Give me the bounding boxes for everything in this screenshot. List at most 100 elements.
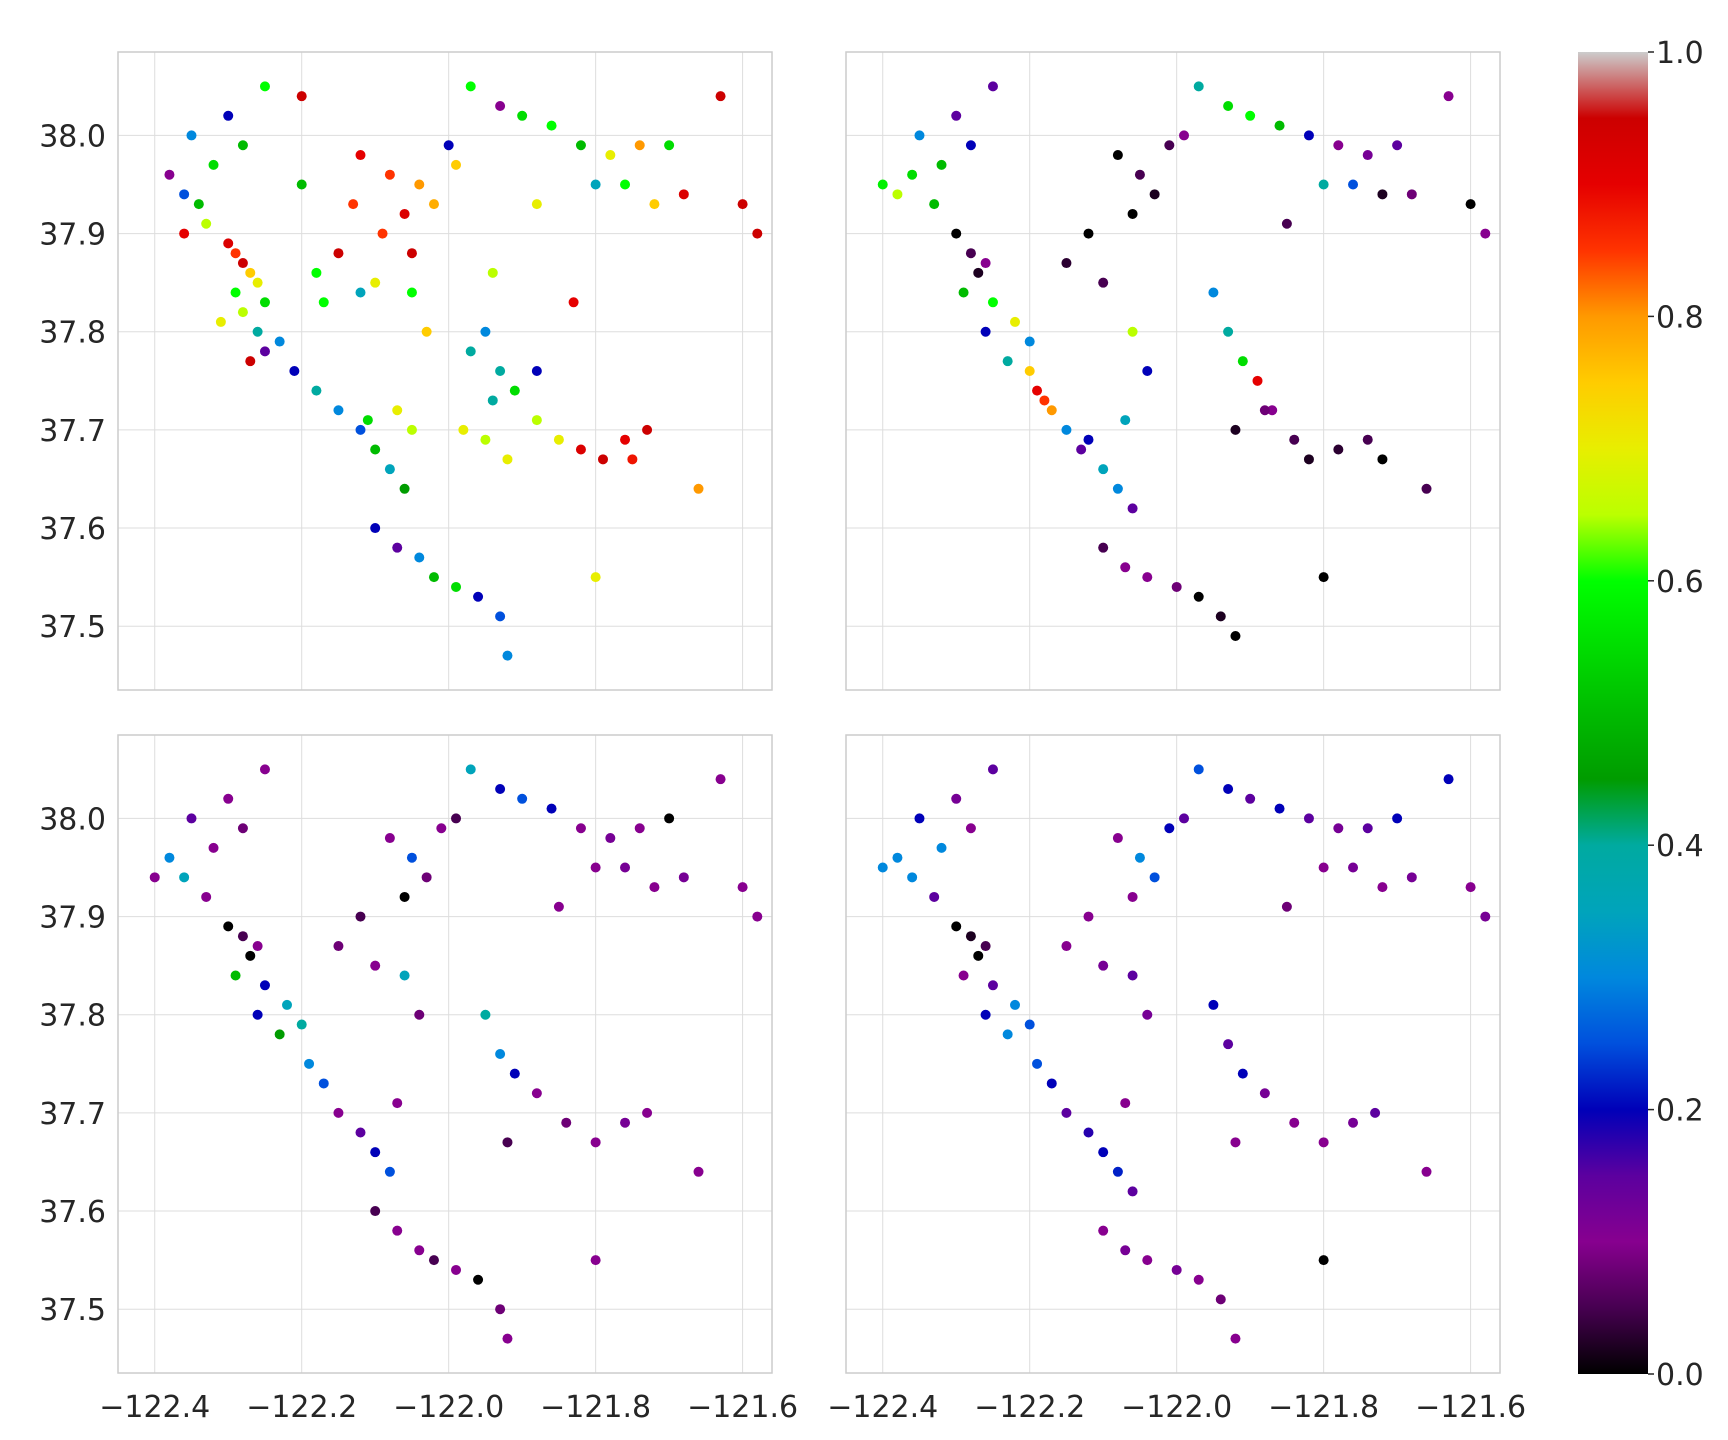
- scatter-point: [1215, 1294, 1226, 1305]
- scatter-point: [1120, 562, 1131, 573]
- scatter-point: [1245, 110, 1256, 121]
- scatter-point: [1392, 813, 1403, 824]
- scatter-point: [907, 169, 918, 180]
- scatter-point: [399, 208, 410, 219]
- scatter-point: [223, 793, 234, 804]
- scatter-point: [973, 267, 984, 278]
- scatter-point: [1208, 999, 1219, 1010]
- scatter-point: [1002, 356, 1013, 367]
- y-tick-label: 37.8: [39, 999, 106, 1034]
- scatter-point: [495, 611, 506, 622]
- scatter-point: [1098, 1147, 1109, 1158]
- x-tick-label: −122.0: [1121, 1390, 1232, 1425]
- scatter-point: [1134, 852, 1145, 863]
- scatter-point: [1303, 130, 1314, 141]
- scatter-point: [1083, 228, 1094, 239]
- scatter-point: [980, 258, 991, 269]
- scatter-point: [1127, 1186, 1138, 1197]
- scatter-point: [370, 523, 381, 534]
- scatter-point: [517, 793, 528, 804]
- scatter-point: [392, 1098, 403, 1109]
- scatter-point: [936, 842, 947, 853]
- scatter-point: [230, 287, 241, 298]
- scatter-point: [1083, 434, 1094, 445]
- x-tick-label: −121.6: [1415, 1390, 1526, 1425]
- scatter-point: [1377, 189, 1388, 200]
- scatter-point: [664, 813, 675, 824]
- y-tick-label: 37.5: [39, 1293, 106, 1328]
- scatter-point: [892, 852, 903, 863]
- scatter-point: [237, 931, 248, 942]
- scatter-point: [620, 862, 631, 873]
- scatter-point: [1377, 454, 1388, 465]
- scatter-point: [1098, 542, 1109, 553]
- scatter-point: [958, 970, 969, 981]
- scatter-point: [1127, 208, 1138, 219]
- scatter-point: [1127, 503, 1138, 514]
- colorbar-tick-label: 1.0: [1656, 36, 1704, 71]
- scatter-point: [414, 179, 425, 190]
- scatter-point: [1370, 1107, 1381, 1118]
- scatter-point: [678, 189, 689, 200]
- y-tick-label: 37.6: [39, 512, 106, 547]
- x-tick-label: −121.8: [1268, 1390, 1379, 1425]
- scatter-point: [1120, 1098, 1131, 1109]
- scatter-point: [620, 1117, 631, 1128]
- scatter-point: [384, 833, 395, 844]
- scatter-point: [179, 189, 190, 200]
- scatter-point: [421, 326, 432, 337]
- y-tick-label: 38.0: [39, 802, 106, 837]
- colorbar-ticks: 0.0 0.2 0.4 0.6 0.8 1.0: [1648, 36, 1704, 1393]
- scatter-point: [245, 356, 256, 367]
- scatter-point: [1318, 862, 1329, 873]
- scatter-point: [958, 287, 969, 298]
- scatter-point: [1127, 326, 1138, 337]
- scatter-point: [1112, 483, 1123, 494]
- scatter-point: [495, 366, 506, 376]
- scatter-point: [399, 891, 410, 902]
- scatter-point: [502, 1333, 513, 1344]
- scatter-point: [1112, 1166, 1123, 1177]
- scatter-point: [1164, 140, 1175, 151]
- scatter-point: [355, 424, 366, 435]
- scatter-point: [392, 405, 403, 416]
- scatter-point: [590, 862, 601, 873]
- scatter-point: [1024, 336, 1035, 347]
- scatter-point: [186, 130, 197, 141]
- scatter-point: [1076, 444, 1087, 455]
- scatter-point: [929, 199, 940, 210]
- scatter-point: [1215, 611, 1226, 622]
- scatter-point: [1120, 1245, 1131, 1256]
- scatter-point: [1362, 823, 1373, 834]
- scatter-point: [1024, 366, 1035, 376]
- scatter-point: [1083, 1127, 1094, 1138]
- scatter-point: [274, 1029, 285, 1040]
- scatter-point: [333, 941, 344, 952]
- scatter-point: [384, 1166, 395, 1177]
- scatter-point: [892, 189, 903, 200]
- scatter-point: [936, 159, 947, 170]
- x-tick-label: −122.4: [827, 1390, 938, 1425]
- scatter-point: [1421, 1166, 1432, 1177]
- scatter-point: [951, 793, 962, 804]
- scatter-point: [186, 813, 197, 824]
- scatter-point: [1179, 130, 1190, 141]
- scatter-point: [1259, 1088, 1270, 1099]
- scatter-point: [392, 542, 403, 553]
- scatter-point: [1237, 1068, 1248, 1079]
- scatter-point: [531, 415, 542, 426]
- scatter-point: [715, 91, 726, 102]
- scatter-point: [259, 297, 270, 308]
- scatter-point: [370, 277, 381, 288]
- colorbar-tick-label: 0.0: [1656, 1358, 1704, 1393]
- scatter-point: [1465, 882, 1476, 893]
- scatter-point: [1149, 189, 1160, 200]
- scatter-point: [495, 100, 506, 111]
- scatter-point: [1223, 1039, 1234, 1050]
- scatter-point: [311, 267, 322, 278]
- scatter-point: [973, 950, 984, 961]
- scatter-point: [1098, 960, 1109, 971]
- scatter-point: [223, 238, 234, 249]
- scatter-point: [237, 258, 248, 269]
- scatter-point: [929, 891, 940, 902]
